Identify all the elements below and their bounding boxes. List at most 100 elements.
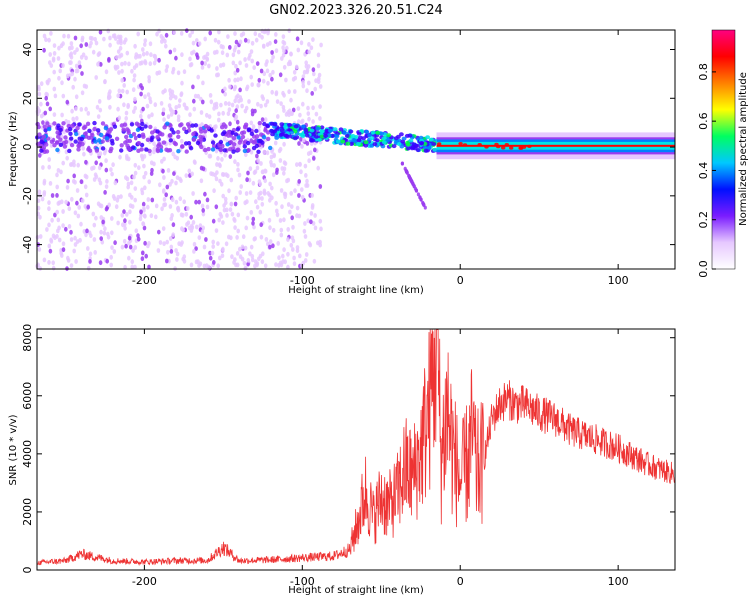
spectrogram-noise-dot (223, 91, 227, 97)
spectrogram-noise-dot (251, 124, 256, 130)
spectrogram-noise-dot (247, 99, 251, 104)
spectrogram-noise-dot (74, 94, 79, 100)
spectrogram-noise-dot (55, 172, 59, 178)
spectrogram-noise-dot (123, 218, 127, 224)
spectrogram-noise-dot (282, 170, 286, 176)
spectrogram-noise-dot (258, 181, 263, 187)
spectrogram-noise-dot (96, 61, 100, 67)
spectrogram-noise-dot (230, 211, 235, 217)
spectrogram-noise-dot (202, 244, 207, 250)
spectrogram-signal-dot (304, 130, 309, 135)
spectrogram-band-dot (168, 123, 173, 128)
spectrogram-line-peak (509, 146, 514, 150)
y-tick-label: 40 (21, 43, 34, 57)
spectrogram-x-ticks: -200 -100 0 100 (132, 30, 629, 287)
spectrogram-noise-dot (75, 47, 79, 53)
spectrogram-noise-dot (42, 257, 47, 263)
spectrogram-noise-dot (192, 98, 196, 104)
spectrogram-noise-dot (200, 203, 205, 209)
spectrogram-noise-dot (124, 37, 128, 43)
spectrogram-noise-dot (108, 35, 112, 41)
spectrogram-noise-dot (221, 246, 225, 252)
spectrogram-noise-dot (79, 221, 83, 227)
spectrogram-signal-dot (279, 128, 285, 133)
spectrogram-noise-dot (133, 186, 138, 192)
spectrogram-band-dot (112, 124, 118, 129)
spectrogram-band-dot (221, 122, 226, 127)
spectrogram-noise-dot (229, 177, 234, 183)
spectrogram-signal-dot (344, 133, 350, 138)
spectrogram-noise-dot (278, 218, 283, 223)
spectrogram-noise-dot (73, 50, 77, 55)
spectrogram-noise-dot (305, 178, 309, 184)
spectrogram-noise-dot (47, 222, 51, 228)
spectrogram-noise-dot (232, 260, 236, 265)
spectrogram-noise-dot (255, 101, 260, 107)
spectrogram-noise-dot (298, 253, 302, 259)
spectrogram-noise-dot (256, 158, 260, 163)
spectrogram-noise-dot (92, 237, 97, 242)
spectrogram-band-dot (145, 137, 151, 142)
spectrogram-noise-dot (125, 156, 129, 161)
spectrogram-noise-dot (227, 77, 231, 83)
spectrogram-noise-dot (69, 41, 74, 46)
spectrogram-noise-dot (202, 55, 206, 60)
spectrogram-noise-dot (302, 69, 307, 75)
spectrogram-noise-dot (73, 210, 78, 216)
spectrogram-noise-dot (316, 63, 321, 69)
spectrogram-noise-dot (299, 40, 304, 46)
colorbar-tick-label: 0.6 (697, 112, 710, 130)
spectrogram-noise-dot (45, 101, 50, 107)
spectrogram-noise-dot (98, 29, 103, 35)
spectrogram-noise-dot (164, 32, 169, 38)
spectrogram-noise-dot (94, 215, 98, 221)
spectrogram-noise-dot (127, 61, 131, 67)
spectrogram-noise-dot (168, 204, 173, 209)
spectrogram-noise-dot (260, 196, 264, 201)
spectrogram-noise-dot (282, 108, 286, 113)
spectrogram-noise-dot (134, 63, 139, 68)
spectrogram-line-peak (527, 144, 532, 148)
spectrogram-noise-dot (47, 164, 51, 170)
spectrogram-noise-dot (94, 174, 99, 180)
spectrogram-noise-dot (140, 187, 144, 193)
spectrogram-noise-dot (288, 59, 292, 65)
spectrogram-noise-dot (246, 38, 251, 44)
spectrogram-band-dot (202, 129, 208, 134)
spectrogram-noise-dot (318, 104, 322, 109)
spectrogram-noise-dot (105, 258, 109, 264)
spectrogram-band-dot (218, 139, 224, 145)
spectrogram-noise-dot (171, 222, 176, 228)
spectrogram-noise-dot (37, 192, 42, 198)
spectrogram-band-dot (58, 127, 63, 133)
spectrogram-noise-dot (128, 192, 132, 198)
spectrogram-noise-dot (144, 253, 148, 259)
spectrogram-band-dot (242, 148, 248, 154)
spectrogram-noise-dot (258, 209, 263, 215)
spectrogram-noise-dot (76, 162, 80, 168)
spectrogram-band-dot (41, 134, 46, 139)
spectrogram-noise-dot (261, 78, 266, 84)
spectrogram-band-dot (139, 142, 145, 148)
spectrogram-noise-dot (45, 227, 49, 232)
spectrogram-noise-dot (270, 149, 274, 154)
spectrogram-noise-dot (147, 264, 151, 270)
spectrogram-noise-dot (178, 176, 182, 182)
spectrogram-band-dot (156, 143, 161, 149)
spectrogram-noise-dot (205, 204, 210, 210)
spectrogram-noise-dot (48, 181, 53, 186)
spectrogram-noise-dot (303, 221, 307, 226)
spectrogram-noise-dot (44, 37, 48, 43)
snr-series-line (36, 329, 676, 567)
spectrogram-noise-dot (41, 120, 45, 125)
spectrogram-noise-dot (152, 161, 156, 167)
spectrogram-noise-dot (205, 56, 209, 62)
spectrogram-band-dot (94, 148, 100, 153)
spectrogram-noise-dot (216, 156, 220, 161)
spectrogram-noise-dot (52, 112, 57, 117)
spectrogram-band-dot (240, 134, 246, 140)
spectrogram-noise-dot (188, 56, 192, 62)
spectrogram-noise-dot (182, 254, 187, 260)
spectrogram-noise-dot (179, 92, 183, 98)
spectrogram-noise-dot (187, 168, 192, 174)
